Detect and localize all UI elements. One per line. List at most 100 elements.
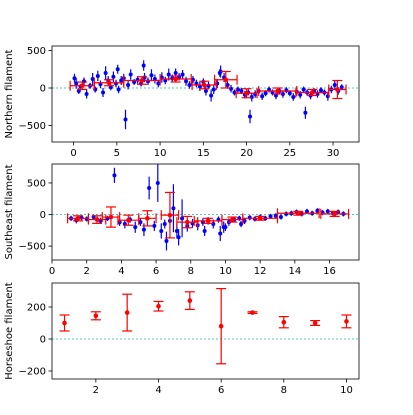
chart-northern-point xyxy=(197,82,202,91)
chart-horseshoe-xtick-label: 2 xyxy=(93,385,99,396)
chart-horseshoe-bin xyxy=(278,316,289,329)
chart-northern-bin xyxy=(159,74,192,84)
chart-northern-point xyxy=(115,64,120,74)
chart-southeast-plot-area xyxy=(52,164,359,251)
chart-southeast-point xyxy=(218,225,223,242)
chart-southeast-xtick-label: 14 xyxy=(288,266,301,277)
chart-horseshoe-plot-area xyxy=(52,288,359,365)
chart-southeast-point xyxy=(171,184,176,233)
chart-northern-point xyxy=(184,76,189,86)
chart-northern-point xyxy=(203,86,208,96)
chart-horseshoe-bin xyxy=(59,314,70,332)
chart-northern-point xyxy=(74,78,79,89)
chart-northern-point xyxy=(90,73,95,85)
chart-horseshoe-ylabel: Horseshoe filament xyxy=(4,282,15,380)
chart-southeast-point xyxy=(112,167,117,183)
chart-northern-point xyxy=(101,88,106,97)
chart-northern-ytick-label: −500 xyxy=(19,121,46,132)
chart-northern-point xyxy=(126,80,131,90)
chart-northern-xtick-label: 20 xyxy=(240,148,253,159)
chart-northern-point xyxy=(72,73,77,83)
chart-northern-point xyxy=(84,89,89,99)
chart-horseshoe-bin xyxy=(216,288,227,365)
chart-southeast-point xyxy=(216,216,221,223)
chart-horseshoe-bin xyxy=(310,320,321,326)
chart-horseshoe-bin xyxy=(90,311,101,321)
chart-northern-point xyxy=(301,86,306,93)
chart-northern-point xyxy=(187,81,192,89)
chart-southeast-point xyxy=(152,220,157,231)
chart-horseshoe-ytick-label: 200 xyxy=(27,303,46,314)
chart-southeast-xtick-label: 12 xyxy=(254,266,267,277)
chart-horseshoe-xtick-label: 8 xyxy=(281,385,287,396)
chart-northern-point xyxy=(211,85,216,94)
chart-southeast-bin xyxy=(138,210,157,227)
chart-horseshoe-bin xyxy=(341,314,352,329)
chart-horseshoe-xtick-label: 6 xyxy=(218,385,224,396)
chart-southeast-bin xyxy=(320,208,350,219)
chart-northern-ytick-label: 500 xyxy=(27,46,46,57)
chart-horseshoe-ytick-label: −200 xyxy=(19,367,46,378)
chart-northern-point xyxy=(217,69,222,77)
chart-southeast-point xyxy=(202,225,207,236)
chart-northern-point xyxy=(163,76,168,85)
chart-southeast-bin xyxy=(87,214,107,225)
chart-southeast-point xyxy=(278,214,283,220)
chart-northern-point xyxy=(209,89,214,102)
chart-southeast-xtick-label: 8 xyxy=(188,266,194,277)
chart-southeast-ylabel: Southeast filament xyxy=(4,164,15,259)
chart-northern-point xyxy=(291,93,296,101)
chart-northern-ytick-label: 0 xyxy=(40,84,46,95)
chart-northern-xtick-label: 5 xyxy=(114,148,120,159)
chart-northern-xtick-label: 30 xyxy=(327,148,340,159)
chart-northern-xtick-label: 10 xyxy=(154,148,167,159)
chart-northern-xtick-label: 25 xyxy=(283,148,296,159)
chart-northern-point xyxy=(123,109,128,130)
chart-southeast-xtick-label: 4 xyxy=(118,266,124,277)
chart-southeast-bin xyxy=(242,213,279,224)
chart-northern-point xyxy=(180,70,185,79)
chart-southeast-point xyxy=(200,218,205,226)
chart-southeast-frame xyxy=(51,163,360,261)
chart-southeast-bin xyxy=(160,191,180,239)
chart-northern-panel: 0 5 10 15 20 25 30 −500 0 500 Northern filament xyxy=(4,45,360,159)
chart-southeast-point xyxy=(247,215,252,221)
chart-southeast-ytick-label: 500 xyxy=(27,178,46,189)
chart-northern-ylabel: Northern filament xyxy=(4,49,15,138)
chart-northern-point xyxy=(152,74,157,84)
chart-northern-point xyxy=(116,85,121,94)
chart-northern-point xyxy=(113,79,118,88)
chart-southeast-xtick-label: 10 xyxy=(219,266,232,277)
chart-northern-point xyxy=(149,69,154,82)
chart-northern-point xyxy=(128,69,133,80)
chart-northern-bin xyxy=(328,79,347,100)
chart-northern-point xyxy=(260,92,265,100)
chart-southeast-point xyxy=(138,218,143,226)
chart-northern-bin xyxy=(69,80,95,91)
chart-northern-point xyxy=(232,89,237,96)
chart-horseshoe-xtick-label: 10 xyxy=(340,385,353,396)
chart-southeast-point xyxy=(180,199,185,238)
chart-southeast-xtick-label: 0 xyxy=(49,266,55,277)
chart-southeast-point xyxy=(133,221,138,233)
chart-southeast-point xyxy=(159,223,164,239)
chart-southeast-bin xyxy=(117,214,140,226)
chart-horseshoe-ytick-label: 0 xyxy=(40,335,46,346)
chart-northern-point xyxy=(141,60,146,71)
chart-southeast-point xyxy=(164,231,169,251)
chart-northern-bin xyxy=(93,77,125,88)
chart-northern-plot-area xyxy=(52,60,359,130)
chart-southeast-point xyxy=(147,176,152,200)
chart-southeast-bin xyxy=(101,206,121,228)
chart-northern-point xyxy=(98,80,103,88)
chart-southeast-point xyxy=(141,223,146,236)
chart-northern-point xyxy=(194,79,199,88)
chart-northern-point xyxy=(111,71,116,82)
chart-northern-bin xyxy=(191,80,217,90)
chart-southeast-point xyxy=(273,213,278,219)
chart-northern-point xyxy=(119,76,124,85)
chart-northern-point xyxy=(248,109,253,124)
chart-southeast-xtick-label: 6 xyxy=(153,266,159,277)
chart-northern-xtick-label: 15 xyxy=(197,148,210,159)
